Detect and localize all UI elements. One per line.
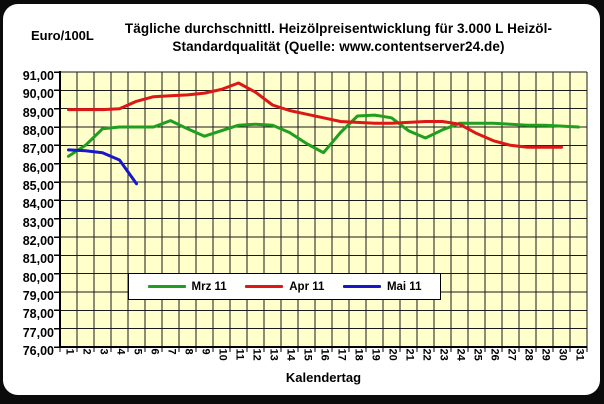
- y-axis-tick-label: 86,00: [22, 160, 54, 175]
- y-axis-tick-label: 76,00: [22, 344, 54, 358]
- y-axis-tick-label: 82,00: [22, 234, 54, 248]
- legend-item-mai-11: Mai 11: [342, 280, 422, 293]
- series-line-apr-11: [67, 81, 563, 149]
- legend-line-swatch: [342, 285, 381, 288]
- y-axis-tick-label: 84,00: [22, 197, 54, 212]
- y-axis-tick-label: 88,00: [22, 124, 54, 138]
- legend: Mrz 11 Apr 11 Mai 11: [128, 273, 441, 300]
- legend-label: Apr 11: [289, 280, 325, 293]
- series-line-mrz-11: [67, 113, 580, 158]
- chart-panel: Euro/100L Tägliche durchschnittl. Heizöl…: [3, 4, 600, 395]
- legend-item-mrz-11: Mrz 11: [147, 280, 227, 293]
- y-axis-tick-label: 83,00: [22, 215, 54, 230]
- y-axis-tick-label: 81,00: [22, 252, 54, 267]
- legend-label: Mai 11: [386, 280, 422, 293]
- y-axis-tick-label: 90,00: [22, 87, 54, 102]
- y-axis-tick-label: 87,00: [22, 142, 54, 157]
- legend-label: Mrz 11: [191, 280, 227, 293]
- y-axis-unit-label: Euro/100L: [31, 28, 94, 43]
- plot-background: [60, 72, 587, 347]
- legend-line-swatch: [245, 285, 284, 288]
- series-line-mai-11: [67, 148, 138, 186]
- chart-title-line2: Standardqualität (Quelle: www.contentser…: [172, 39, 505, 54]
- y-axis-tick-label: 78,00: [22, 307, 54, 322]
- y-axis-tick-label: 89,00: [22, 105, 54, 120]
- x-axis-title: Kalendertag: [285, 370, 362, 385]
- chart-title: Tägliche durchschnittl. Heizölpreisentwi…: [83, 20, 594, 56]
- y-axis-tick-label: 79,00: [22, 289, 54, 303]
- chart-plot: [54, 71, 588, 352]
- legend-line-swatch: [147, 285, 186, 288]
- y-axis-tick-label: 91,00: [22, 69, 54, 83]
- chart-title-line1: Tägliche durchschnittl. Heizölpreisentwi…: [124, 21, 553, 36]
- y-axis-tick-label: 80,00: [22, 270, 54, 285]
- y-axis-tick-label: 77,00: [22, 325, 54, 340]
- legend-item-apr-11: Apr 11: [245, 281, 324, 293]
- y-axis-tick-label: 85,00: [22, 179, 54, 193]
